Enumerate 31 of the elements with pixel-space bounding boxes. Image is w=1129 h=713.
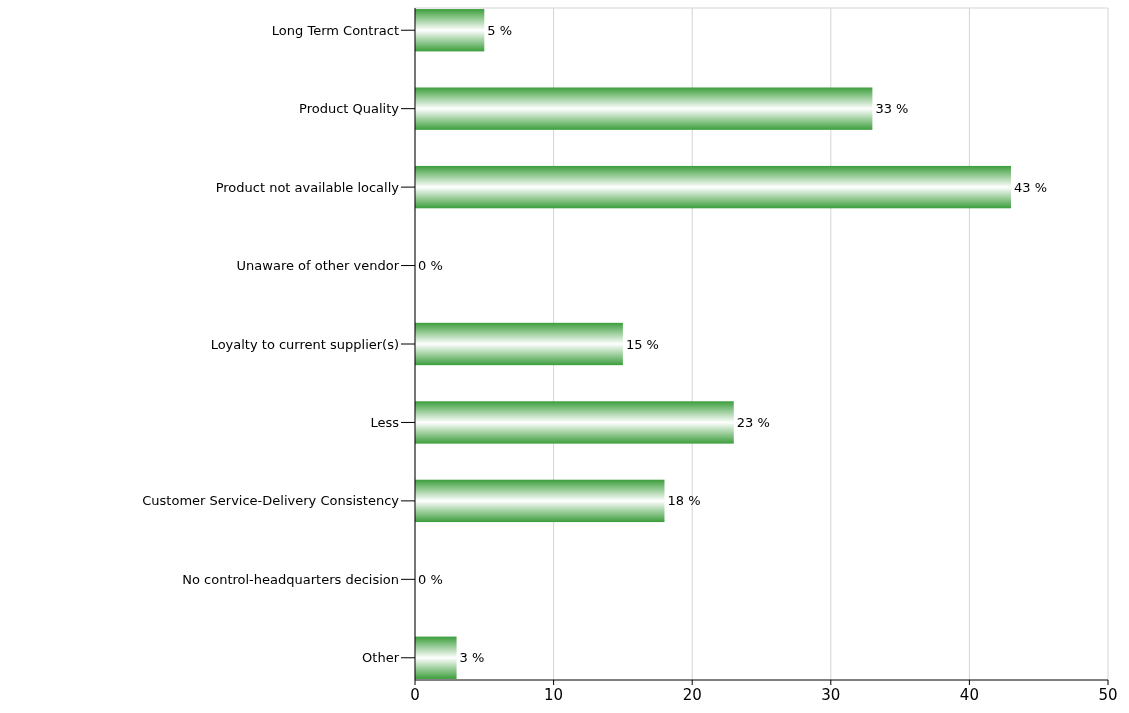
y-tick-label: Product Quality [299, 101, 400, 117]
data-label: 23 % [736, 414, 770, 430]
bar [415, 401, 734, 444]
y-tick-label: Other [362, 650, 400, 666]
y-tick-label: Customer Service-Delivery Consistency [142, 493, 400, 509]
data-label: 15 % [625, 336, 659, 352]
data-label: 0 % [418, 258, 443, 274]
data-label: 3 % [459, 650, 485, 666]
bar [415, 322, 623, 366]
x-tick-label: 30 [821, 686, 841, 704]
bar [415, 9, 485, 52]
y-tick-label: Loyalty to current supplier(s) [210, 336, 399, 352]
x-tick-label: 20 [682, 686, 702, 704]
y-tick-label: Product not available locally [215, 179, 400, 195]
x-tick-label: 10 [544, 686, 564, 704]
y-tick-label: Long Term Contract [271, 22, 399, 38]
bar [415, 636, 457, 679]
y-tick-label: Less [370, 414, 400, 430]
bar [415, 479, 665, 523]
data-label: 18 % [667, 493, 701, 509]
y-tick-label: No control-headquarters decision [182, 571, 399, 587]
x-tick-label: 0 [410, 686, 420, 704]
data-label: 33 % [875, 101, 909, 117]
data-label: 0 % [418, 571, 443, 587]
y-tick-label: Unaware of other vendor [236, 258, 400, 274]
bar [415, 87, 873, 130]
x-tick-label: 50 [1098, 686, 1118, 704]
x-tick-label: 40 [959, 686, 979, 704]
bar [415, 165, 1011, 209]
data-label: 43 % [1013, 179, 1048, 195]
data-label: 5 % [487, 22, 513, 38]
